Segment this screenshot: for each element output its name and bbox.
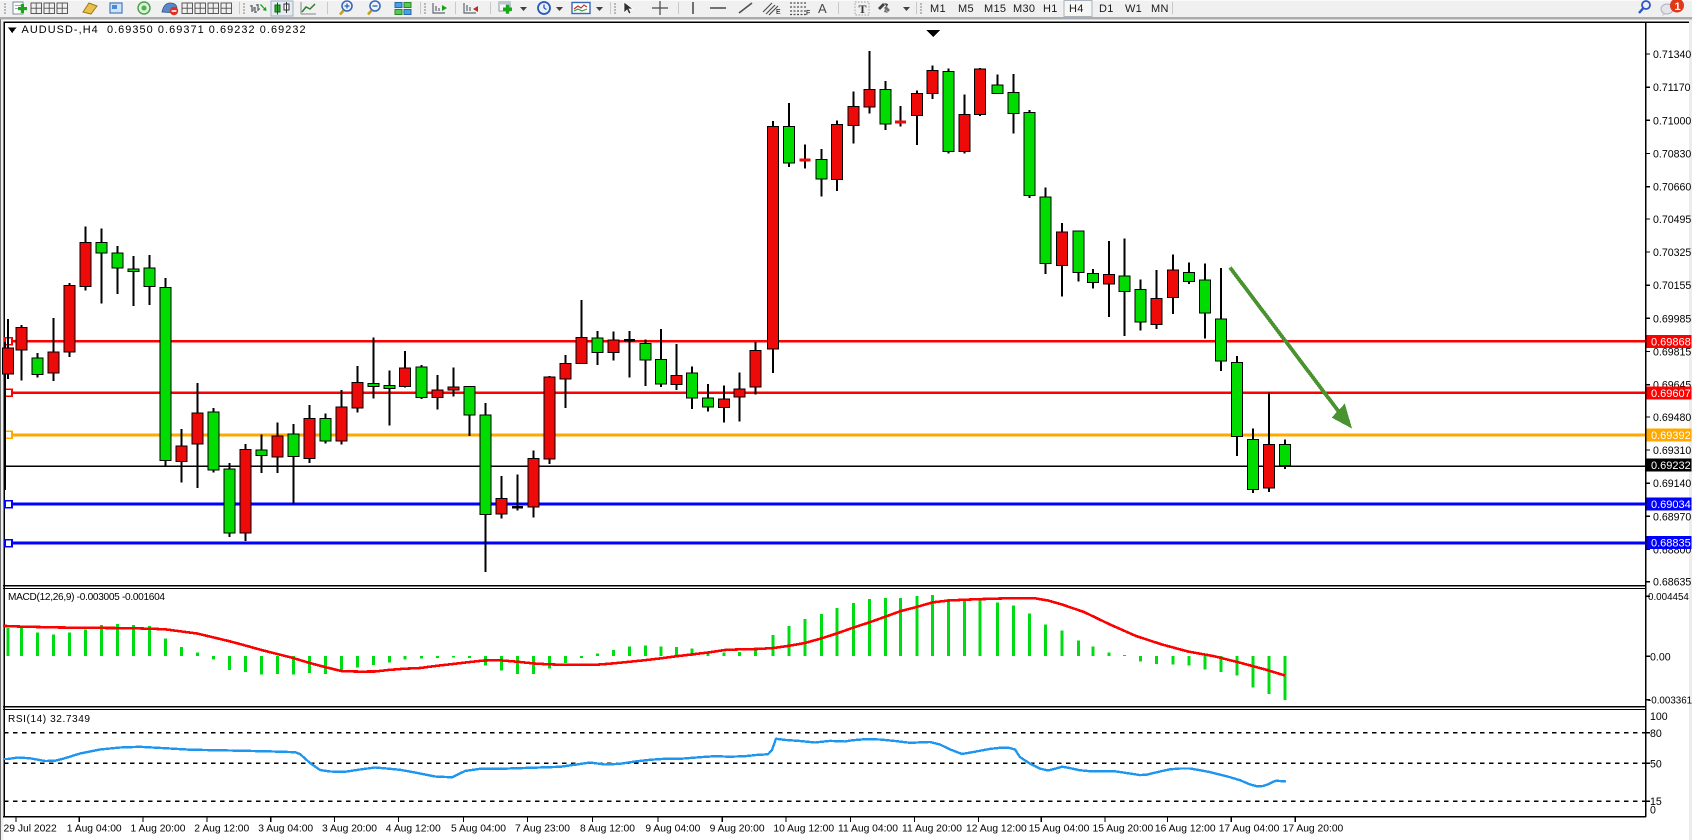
svg-text:E: E [776,9,781,16]
svg-text:0.68970: 0.68970 [1653,511,1691,523]
svg-text:0.69480: 0.69480 [1653,412,1691,424]
svg-text:A: A [818,1,827,16]
svg-text:H1: H1 [1043,3,1058,15]
svg-text:RSI(14) 32.7349: RSI(14) 32.7349 [8,714,90,725]
svg-text:9 Aug 20:00: 9 Aug 20:00 [710,824,765,835]
svg-text:0.00: 0.00 [1650,651,1671,663]
svg-text:MACD(12,26,9) -0.003005 -0.001: MACD(12,26,9) -0.003005 -0.001604 [8,592,165,603]
svg-text:29 Jul 2022: 29 Jul 2022 [4,824,58,835]
svg-text:15: 15 [1650,796,1662,808]
svg-text:17 Aug 20:00: 17 Aug 20:00 [1283,824,1344,835]
svg-text:50: 50 [1650,758,1662,770]
svg-text:M5: M5 [958,3,974,15]
svg-text:80: 80 [1650,728,1662,740]
svg-text:8 Aug 12:00: 8 Aug 12:00 [580,824,635,835]
svg-text:10 Aug 12:00: 10 Aug 12:00 [773,824,834,835]
svg-text:0.69232: 0.69232 [1651,460,1691,472]
svg-text:0.70325: 0.70325 [1653,247,1691,259]
svg-text:0.004454: 0.004454 [1648,592,1689,603]
svg-text:0.69868: 0.69868 [1651,336,1691,348]
svg-text:1 Aug 04:00: 1 Aug 04:00 [67,824,122,835]
svg-text:100: 100 [1650,711,1668,723]
svg-text:12 Aug 12:00: 12 Aug 12:00 [966,824,1027,835]
svg-text:1 Aug 20:00: 1 Aug 20:00 [131,824,186,835]
svg-text:D1: D1 [1099,3,1114,15]
svg-text:-0.003361: -0.003361 [1648,696,1692,707]
svg-text:AUDUSD-,H4 0.69350 0.69371 0.: AUDUSD-,H4 0.69350 0.69371 0.69232 0.692… [22,24,306,36]
svg-text:0.69815: 0.69815 [1653,347,1691,359]
svg-text:2 Aug 12:00: 2 Aug 12:00 [194,824,249,835]
svg-text:0: 0 [1650,805,1656,817]
svg-text:0.70660: 0.70660 [1653,182,1691,194]
svg-text:0.70495: 0.70495 [1653,214,1691,226]
svg-text:15 Aug 04:00: 15 Aug 04:00 [1029,824,1090,835]
svg-text:F: F [806,10,810,17]
svg-text:0.69034: 0.69034 [1651,499,1691,511]
svg-text:0.68635: 0.68635 [1653,577,1691,589]
svg-text:0.71000: 0.71000 [1653,115,1691,127]
svg-text:0.69392: 0.69392 [1651,430,1691,442]
svg-text:0.70830: 0.70830 [1653,149,1691,161]
svg-text:M30: M30 [1013,3,1035,15]
svg-text:M1: M1 [930,3,946,15]
svg-text:9 Aug 04:00: 9 Aug 04:00 [645,824,700,835]
svg-text:3 Aug 04:00: 3 Aug 04:00 [258,824,313,835]
svg-text:MN: MN [1151,3,1169,15]
svg-text:16 Aug 12:00: 16 Aug 12:00 [1155,824,1216,835]
svg-text:0.68835: 0.68835 [1651,538,1691,550]
svg-text:0.71340: 0.71340 [1653,49,1691,61]
svg-text:4 Aug 12:00: 4 Aug 12:00 [386,824,441,835]
svg-text:11 Aug 20:00: 11 Aug 20:00 [902,824,962,835]
svg-text:W1: W1 [1125,3,1142,15]
svg-text:15 Aug 20:00: 15 Aug 20:00 [1093,824,1154,835]
svg-text:H4: H4 [1069,3,1084,15]
svg-text:3 Aug 20:00: 3 Aug 20:00 [322,824,377,835]
svg-text:1: 1 [1675,1,1681,13]
svg-text:0.70155: 0.70155 [1653,280,1691,292]
svg-text:11 Aug 04:00: 11 Aug 04:00 [838,824,898,835]
svg-text:0.69607: 0.69607 [1651,388,1691,400]
svg-text:0.69310: 0.69310 [1653,445,1691,457]
svg-text:0.69985: 0.69985 [1653,313,1691,325]
svg-text:7 Aug 23:00: 7 Aug 23:00 [515,824,570,835]
svg-text:0.71170: 0.71170 [1653,82,1691,94]
svg-text:0.69140: 0.69140 [1653,478,1691,490]
svg-text:5 Aug 04:00: 5 Aug 04:00 [451,824,506,835]
svg-text:17 Aug 04:00: 17 Aug 04:00 [1219,824,1280,835]
svg-text:M15: M15 [984,3,1006,15]
svg-text:T: T [859,2,867,16]
